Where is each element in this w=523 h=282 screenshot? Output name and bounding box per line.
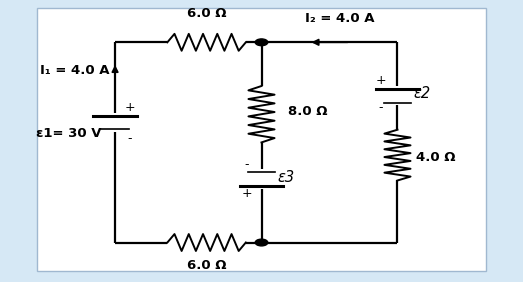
- Text: +: +: [124, 101, 135, 114]
- Text: ε2: ε2: [413, 85, 430, 101]
- Text: 4.0 Ω: 4.0 Ω: [416, 151, 456, 164]
- Text: I₁ = 4.0 A: I₁ = 4.0 A: [40, 64, 110, 77]
- Text: +: +: [376, 74, 386, 87]
- Text: 6.0 Ω: 6.0 Ω: [187, 7, 226, 20]
- Text: ε1= 30 V: ε1= 30 V: [37, 127, 102, 140]
- FancyBboxPatch shape: [37, 8, 486, 271]
- Text: +: +: [242, 187, 252, 200]
- Text: -: -: [379, 101, 383, 114]
- Text: I₂ = 4.0 A: I₂ = 4.0 A: [305, 12, 374, 25]
- Text: -: -: [128, 132, 132, 145]
- Text: 6.0 Ω: 6.0 Ω: [187, 259, 226, 272]
- Text: ε3: ε3: [277, 170, 294, 185]
- Text: -: -: [245, 158, 249, 171]
- Circle shape: [255, 39, 268, 46]
- Circle shape: [255, 239, 268, 246]
- Text: 8.0 Ω: 8.0 Ω: [288, 105, 327, 118]
